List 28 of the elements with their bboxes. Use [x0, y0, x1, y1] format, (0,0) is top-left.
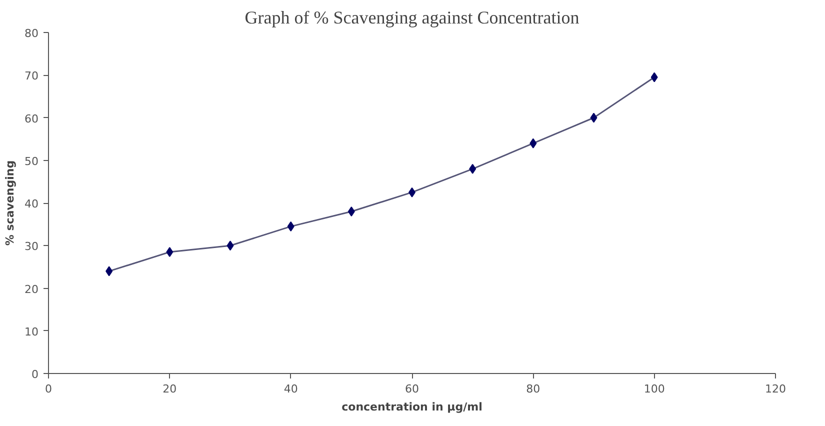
- point: [590, 112, 598, 123]
- point: [530, 138, 537, 148]
- y-axis-title: % scavenging: [4, 160, 17, 246]
- y-tick-label: 10: [24, 325, 39, 338]
- x-tick-label: 100: [644, 382, 665, 396]
- point: [348, 206, 355, 217]
- y-tick-label: 50: [24, 154, 39, 168]
- point: [287, 221, 294, 232]
- y-tick-label: 70: [24, 70, 39, 83]
- x-axis-title: concentration in µg/ml: [342, 400, 482, 414]
- point: [106, 266, 113, 276]
- point: [469, 164, 476, 174]
- y-tick-label: 60: [24, 112, 39, 126]
- y-tick-label: 30: [24, 240, 39, 254]
- point: [226, 240, 234, 251]
- chart-title: Graph of % Scavenging against Concentration: [244, 8, 580, 28]
- x-tick-label: 20: [162, 382, 177, 396]
- x-tick-label: 0: [45, 382, 52, 396]
- x-tick-label: 120: [765, 382, 786, 396]
- y-tick-label: 20: [24, 282, 39, 296]
- y-tick-label: 0: [32, 368, 38, 381]
- point: [650, 72, 658, 82]
- x-tick-label: 80: [526, 382, 540, 396]
- y-tick-label: 40: [24, 198, 39, 210]
- point: [166, 247, 174, 258]
- x-tick-label: 60: [405, 382, 419, 396]
- x-tick-label: 40: [284, 382, 298, 396]
- y-tick-label: 80: [24, 27, 39, 40]
